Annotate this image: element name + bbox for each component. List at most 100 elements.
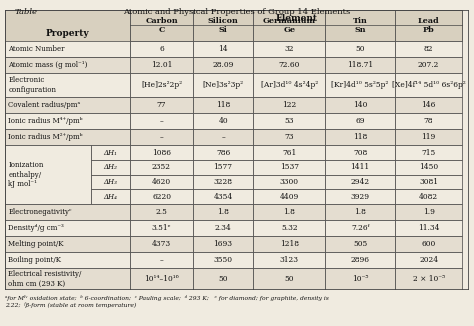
Bar: [5, 57, 130, 73]
Bar: [193, 41, 253, 57]
Bar: [5, 252, 130, 268]
Bar: [395, 204, 462, 220]
Text: Carbon
C: Carbon C: [145, 17, 178, 34]
Bar: [5, 204, 130, 220]
Bar: [91, 145, 130, 160]
Bar: [130, 97, 193, 113]
Text: 3228: 3228: [214, 178, 233, 186]
Text: 6220: 6220: [152, 193, 171, 200]
Text: 3123: 3123: [280, 256, 299, 264]
Bar: [193, 268, 253, 290]
Text: 1.9: 1.9: [423, 208, 435, 216]
Text: 53: 53: [284, 117, 294, 125]
Text: Ionic radius M⁴⁺/pmᵇ: Ionic radius M⁴⁺/pmᵇ: [9, 117, 83, 125]
Bar: [253, 73, 325, 97]
Bar: [253, 41, 325, 57]
Text: 32: 32: [284, 45, 294, 52]
Bar: [395, 252, 462, 268]
Bar: [395, 220, 462, 236]
Bar: [253, 252, 325, 268]
Bar: [253, 145, 325, 160]
Bar: [253, 220, 325, 236]
Bar: [253, 236, 325, 252]
Bar: [193, 10, 253, 41]
Text: 1693: 1693: [214, 240, 233, 248]
Text: Atomic and Physical Properties of Group 14 Elements: Atomic and Physical Properties of Group …: [123, 8, 351, 16]
Bar: [130, 10, 462, 41]
Bar: [395, 145, 462, 160]
Text: 11.34: 11.34: [418, 224, 439, 232]
Bar: [395, 41, 462, 57]
Text: 12.01: 12.01: [151, 61, 172, 68]
Text: Atomic mass (g mol⁻¹): Atomic mass (g mol⁻¹): [9, 61, 88, 68]
Text: 761: 761: [282, 149, 296, 157]
Bar: [193, 57, 253, 73]
Text: [Ne]3s²3p²: [Ne]3s²3p²: [202, 81, 244, 89]
Text: 10⁻⁵: 10⁻⁵: [352, 275, 368, 283]
Text: 2896: 2896: [351, 256, 370, 264]
Text: [Kr]4d¹⁰ 5s²5p²: [Kr]4d¹⁰ 5s²5p²: [331, 81, 389, 89]
Text: 72.60: 72.60: [279, 61, 300, 68]
Text: 3929: 3929: [351, 193, 370, 200]
Text: 2024: 2024: [419, 256, 438, 264]
Bar: [325, 10, 395, 41]
Text: 2.34: 2.34: [215, 224, 231, 232]
Text: 119: 119: [421, 133, 436, 141]
Bar: [325, 160, 395, 175]
Text: 1086: 1086: [152, 149, 171, 157]
Text: 4354: 4354: [213, 193, 233, 200]
Bar: [193, 236, 253, 252]
Bar: [193, 145, 253, 160]
Text: 600: 600: [421, 240, 436, 248]
Bar: [193, 189, 253, 204]
Text: [Xe]4f¹⁴ 5d¹⁰ 6s²6p²: [Xe]4f¹⁴ 5d¹⁰ 6s²6p²: [392, 81, 465, 89]
Bar: [91, 160, 130, 175]
Text: 207.2: 207.2: [418, 61, 439, 68]
Text: ΔH₁: ΔH₁: [103, 149, 118, 157]
Bar: [325, 252, 395, 268]
Bar: [395, 10, 462, 41]
Text: Electronic
configuration: Electronic configuration: [9, 76, 56, 94]
Bar: [325, 145, 395, 160]
Bar: [5, 220, 130, 236]
Bar: [130, 41, 193, 57]
Text: 1.8: 1.8: [354, 208, 366, 216]
Text: Atomic Number: Atomic Number: [9, 45, 65, 52]
Bar: [253, 160, 325, 175]
Bar: [193, 97, 253, 113]
Bar: [253, 175, 325, 189]
Bar: [395, 129, 462, 145]
Bar: [325, 175, 395, 189]
Text: 5.32: 5.32: [281, 224, 298, 232]
Text: –: –: [221, 133, 225, 141]
Bar: [91, 189, 130, 204]
Text: 4409: 4409: [280, 193, 299, 200]
Text: [Ar]3d¹⁰ 4s²4p²: [Ar]3d¹⁰ 4s²4p²: [261, 81, 318, 89]
Text: –: –: [160, 256, 164, 264]
Bar: [253, 189, 325, 204]
Bar: [325, 73, 395, 97]
Bar: [5, 97, 130, 113]
Text: 3300: 3300: [280, 178, 299, 186]
Text: 2352: 2352: [152, 163, 171, 171]
Bar: [395, 175, 462, 189]
Bar: [130, 10, 193, 41]
Text: Electronegativityᶜ: Electronegativityᶜ: [9, 208, 72, 216]
Text: Electrical resistivity/
ohm cm (293 K): Electrical resistivity/ ohm cm (293 K): [9, 271, 82, 288]
Text: 40: 40: [218, 117, 228, 125]
Text: 82: 82: [424, 45, 433, 52]
Text: –: –: [160, 117, 164, 125]
Text: 146: 146: [421, 101, 436, 109]
Bar: [395, 160, 462, 175]
Bar: [325, 268, 395, 290]
Text: 7.26ᶠ: 7.26ᶠ: [351, 224, 369, 232]
Text: 1.8: 1.8: [283, 208, 295, 216]
Bar: [5, 268, 130, 290]
Text: 50: 50: [284, 275, 294, 283]
Bar: [130, 220, 193, 236]
Bar: [130, 252, 193, 268]
Text: Densityᵈ/g cm⁻³: Densityᵈ/g cm⁻³: [9, 224, 64, 232]
Text: 1218: 1218: [280, 240, 299, 248]
Text: 3081: 3081: [419, 178, 438, 186]
Bar: [91, 175, 130, 189]
